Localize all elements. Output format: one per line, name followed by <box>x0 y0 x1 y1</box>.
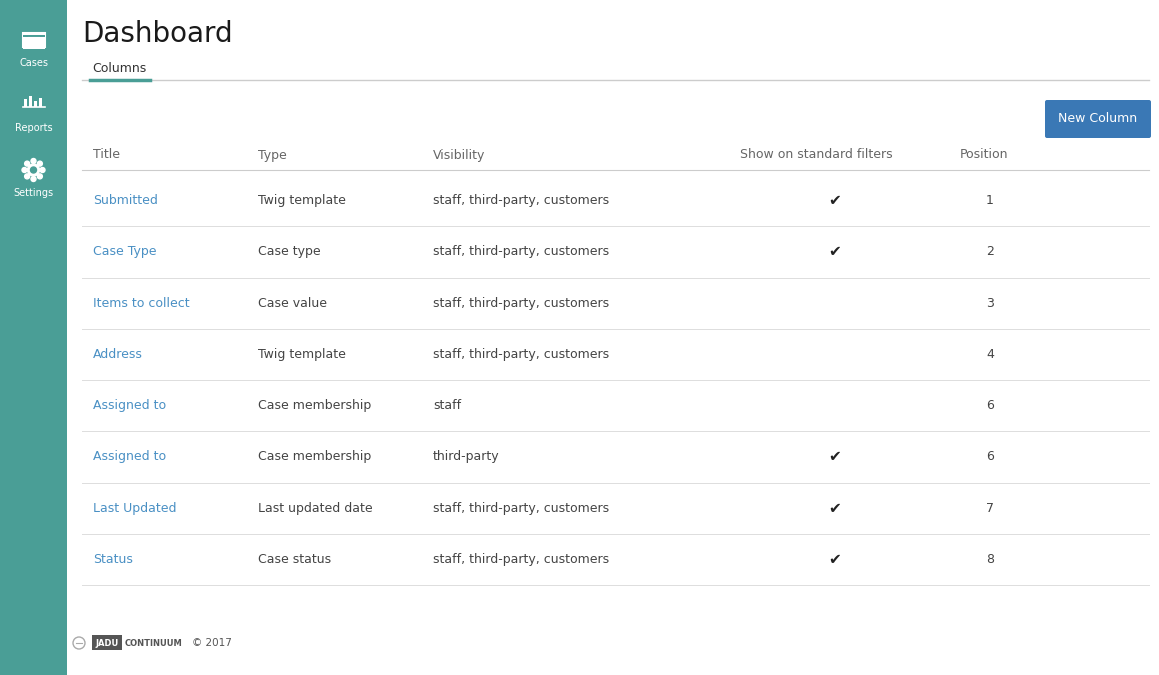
Text: Items to collect: Items to collect <box>93 296 190 310</box>
Text: Assigned to: Assigned to <box>93 450 166 463</box>
Circle shape <box>24 161 30 166</box>
Circle shape <box>22 167 27 173</box>
Bar <box>34 101 37 107</box>
Bar <box>22 35 44 49</box>
Text: Show on standard filters: Show on standard filters <box>739 148 892 161</box>
Text: ✔: ✔ <box>829 501 841 516</box>
Text: 3: 3 <box>986 296 994 310</box>
Text: Case Type: Case Type <box>93 246 156 259</box>
Circle shape <box>41 167 45 173</box>
Text: Twig template: Twig template <box>258 348 345 361</box>
Text: Case type: Case type <box>258 246 321 259</box>
Bar <box>22 33 44 37</box>
Text: 2: 2 <box>986 246 994 259</box>
Circle shape <box>30 167 36 173</box>
Bar <box>23 99 27 107</box>
Bar <box>38 98 42 107</box>
Text: 6: 6 <box>986 450 994 463</box>
Text: Twig template: Twig template <box>258 194 345 207</box>
Text: Address: Address <box>93 348 143 361</box>
Text: Visibility: Visibility <box>433 148 486 161</box>
Text: Settings: Settings <box>14 188 53 198</box>
Bar <box>29 96 32 107</box>
Text: third-party: third-party <box>433 450 500 463</box>
Text: staff, third-party, customers: staff, third-party, customers <box>433 296 610 310</box>
Text: staff: staff <box>433 399 461 412</box>
Text: staff, third-party, customers: staff, third-party, customers <box>433 246 610 259</box>
Text: Position: Position <box>960 148 1008 161</box>
Text: Columns: Columns <box>92 62 146 75</box>
Text: Reports: Reports <box>15 123 52 133</box>
Text: Last updated date: Last updated date <box>258 502 373 514</box>
Text: ✔: ✔ <box>829 193 841 208</box>
Text: 7: 7 <box>986 502 994 514</box>
Text: staff, third-party, customers: staff, third-party, customers <box>433 194 610 207</box>
Text: ✔: ✔ <box>829 450 841 464</box>
Text: Status: Status <box>93 553 133 566</box>
Text: Dashboard: Dashboard <box>82 20 233 48</box>
Text: Title: Title <box>93 148 121 161</box>
FancyBboxPatch shape <box>1045 100 1151 138</box>
Bar <box>22 33 44 47</box>
Text: CONTINUUM: CONTINUUM <box>125 639 183 647</box>
Text: staff, third-party, customers: staff, third-party, customers <box>433 553 610 566</box>
Text: Case membership: Case membership <box>258 450 371 463</box>
Circle shape <box>24 174 30 179</box>
Circle shape <box>37 161 43 166</box>
Text: Case value: Case value <box>258 296 327 310</box>
Circle shape <box>37 174 43 179</box>
Text: JADU: JADU <box>95 639 118 647</box>
Text: staff, third-party, customers: staff, third-party, customers <box>433 502 610 514</box>
Text: Last Updated: Last Updated <box>93 502 176 514</box>
Text: staff, third-party, customers: staff, third-party, customers <box>433 348 610 361</box>
Circle shape <box>31 176 36 182</box>
Text: Cases: Cases <box>19 58 48 68</box>
Text: Type: Type <box>258 148 286 161</box>
Text: 8: 8 <box>986 553 994 566</box>
Text: ✔: ✔ <box>829 552 841 567</box>
Text: 6: 6 <box>986 399 994 412</box>
Text: New Column: New Column <box>1058 113 1138 126</box>
Text: Case status: Case status <box>258 553 331 566</box>
Bar <box>22 33 44 35</box>
Bar <box>92 635 122 650</box>
Text: 4: 4 <box>986 348 994 361</box>
Text: Submitted: Submitted <box>93 194 158 207</box>
Text: ✔: ✔ <box>829 244 841 259</box>
Bar <box>0 0 67 675</box>
Text: Case membership: Case membership <box>258 399 371 412</box>
Text: © 2017: © 2017 <box>192 638 232 648</box>
Text: Assigned to: Assigned to <box>93 399 166 412</box>
Circle shape <box>28 164 39 176</box>
Text: 1: 1 <box>986 194 994 207</box>
Circle shape <box>31 159 36 163</box>
